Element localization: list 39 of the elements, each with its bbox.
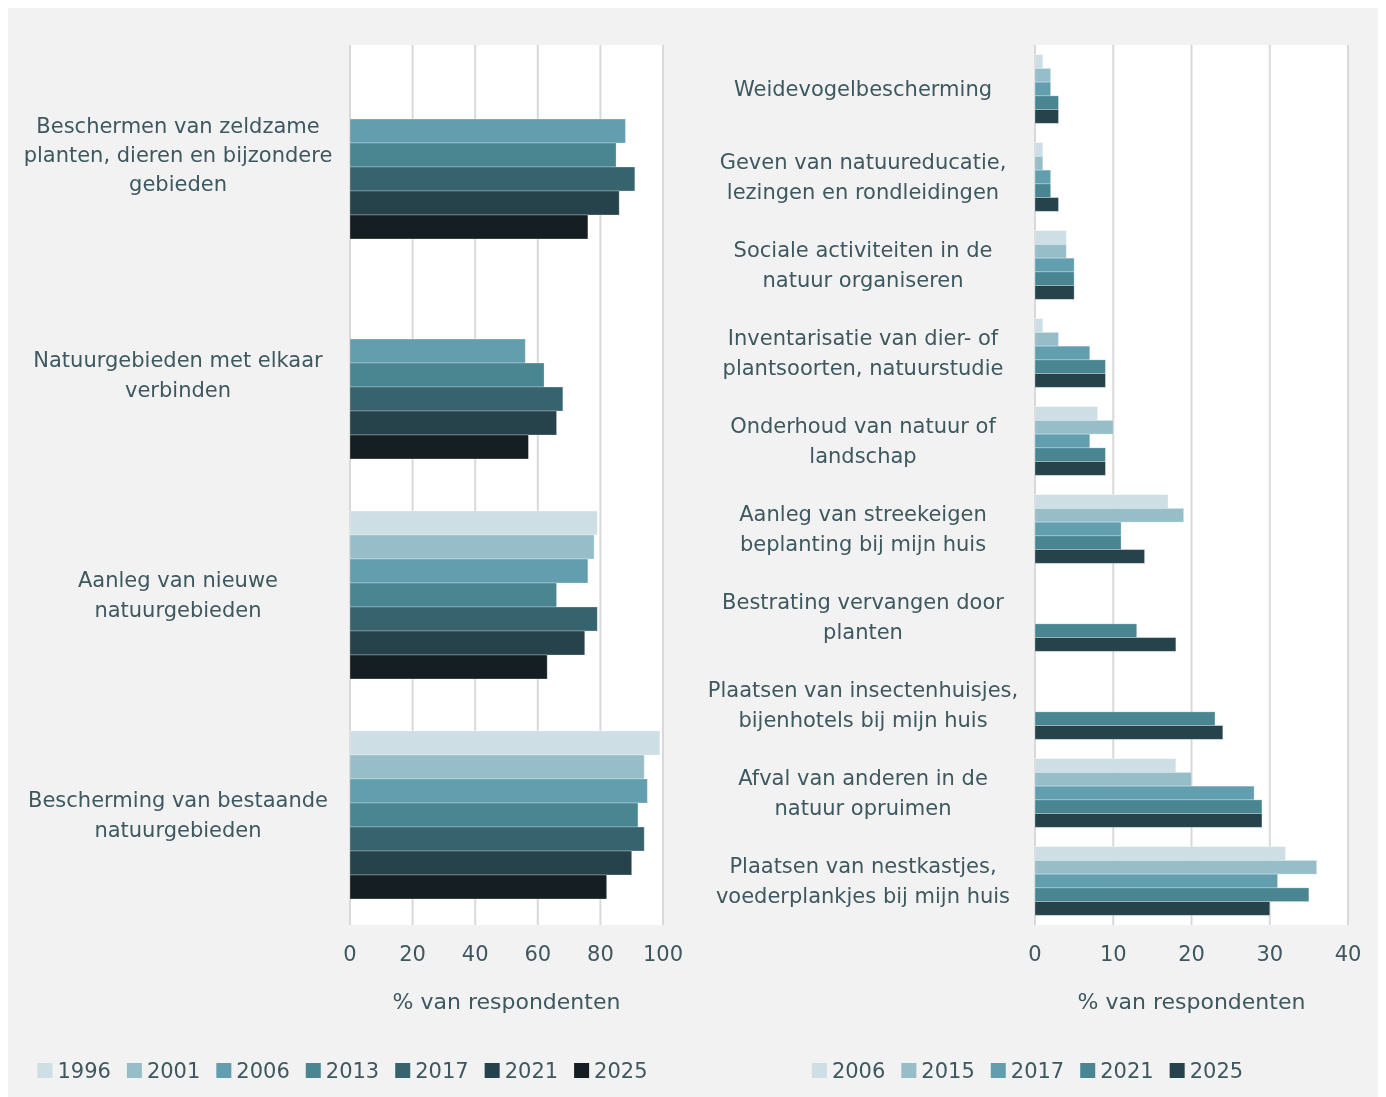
x-tick-label: 10 xyxy=(1099,942,1127,966)
y-tick-label: Bestrating vervangen door planten xyxy=(722,590,1005,644)
x-tick-label: 20 xyxy=(399,942,426,966)
x-tick-label: 20 xyxy=(1178,942,1205,966)
y-tick-label: Sociale activiteiten in de natuur organiseren xyxy=(733,238,993,292)
legend-label: 2001 xyxy=(146,1059,201,1083)
y-tick-label: Plaatsen van nestkastjes, voederplankjes bij mijn huis xyxy=(715,854,1011,908)
legend-label: 2017 xyxy=(415,1059,469,1083)
x-tick-label: 0 xyxy=(1028,942,1042,966)
y-tick-label: Aanleg van nieuwe natuurgebieden xyxy=(77,568,279,622)
x-tick-label: 60 xyxy=(524,942,552,966)
x-tick-label: 100 xyxy=(642,942,684,966)
legend-label: 2017 xyxy=(1010,1059,1065,1083)
x-tick-label: 80 xyxy=(587,942,614,966)
x-tick-label: 40 xyxy=(461,942,489,966)
legend-label: 2025 xyxy=(594,1059,648,1083)
legend-label: 2021 xyxy=(1100,1059,1154,1083)
legend-label: 2006 xyxy=(236,1059,290,1083)
y-tick-label: Beschermen van zeldzame planten, dieren en bijzondere gebieden xyxy=(23,113,333,197)
y-tick-label: Plaatsen van insectenhuisjes, bijenhotels bij mijn huis xyxy=(707,678,1019,732)
y-tick-label: Bescherming van bestaande natuurgebieden xyxy=(28,788,328,842)
y-tick-label: Inventarisatie van dier- of plantsoorten, natuurstudie xyxy=(722,326,1004,380)
legend-label: 2013 xyxy=(325,1059,380,1083)
legend-label: 2025 xyxy=(1189,1059,1244,1083)
legend-label: 2015 xyxy=(921,1059,975,1083)
y-tick-label: Aanleg van streekeigen beplanting bij mijn huis xyxy=(739,502,987,556)
x-tick-label: 30 xyxy=(1256,942,1284,966)
y-tick-label: Afval van anderen in de natuur opruimen xyxy=(738,766,988,820)
y-tick-label: Natuurgebieden met elkaar verbinden xyxy=(33,348,324,402)
legend-label: 1996 xyxy=(57,1059,111,1083)
x-axis-title: % van respondenten xyxy=(1077,989,1306,1014)
x-tick-label: 0 xyxy=(343,942,357,966)
legend-label: 2021 xyxy=(504,1059,559,1083)
x-axis-title: % van respondenten xyxy=(392,989,621,1014)
y-tick-label: Geven van natuureducatie, lezingen en rondleidingen xyxy=(719,150,1007,204)
y-tick-label: Weidevogelbescherming xyxy=(733,77,993,101)
x-tick-label: 40 xyxy=(1334,942,1362,966)
y-tick-label: Onderhoud van natuur of landschap xyxy=(730,414,997,468)
legend-label: 2006 xyxy=(831,1059,886,1083)
